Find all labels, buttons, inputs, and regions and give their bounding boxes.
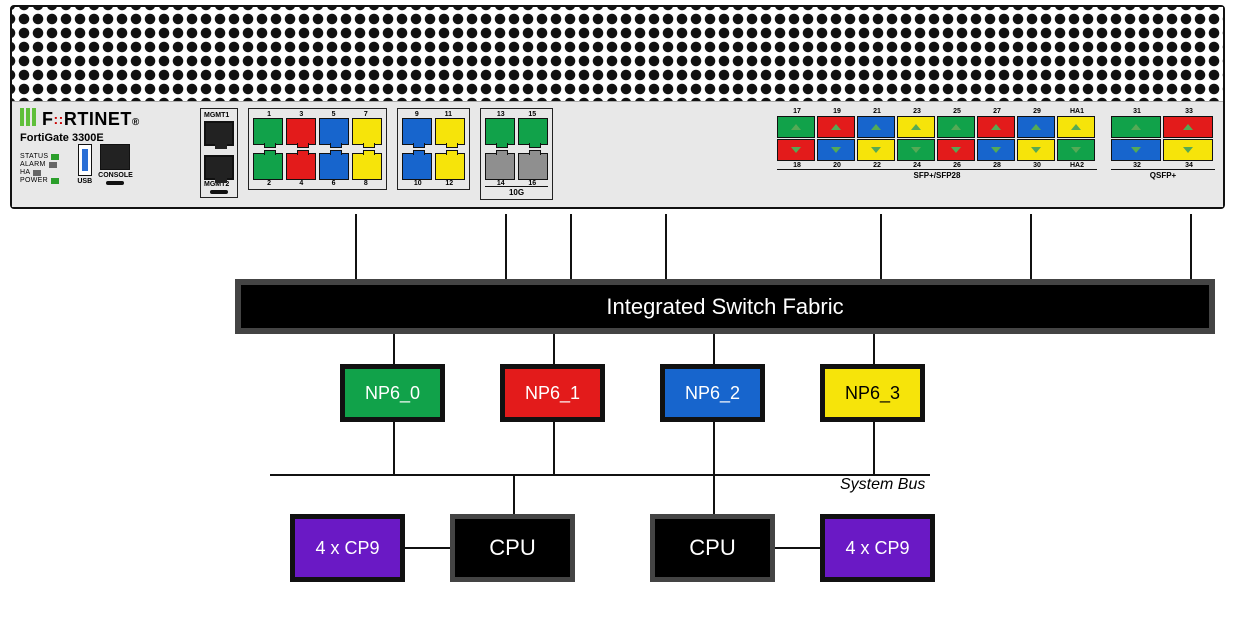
cp9-box: 4 x CP9 <box>290 514 405 582</box>
architecture-diagram: Integrated Switch Fabric NP6_0 NP6_1 NP6_2… <box>10 214 1225 614</box>
mgmt-ports: MGMT1 MGMT2 <box>200 108 238 198</box>
console-port: CONSOLE <box>98 144 133 185</box>
status-leds: STATUSALARMHAPOWER <box>20 153 59 185</box>
np-box: NP6_3 <box>820 364 925 422</box>
cpu-box: CPU <box>650 514 775 582</box>
isf-box: Integrated Switch Fabric <box>235 279 1215 334</box>
brand-text: F::RTINET® <box>42 109 140 130</box>
rj45-port-groups: 1357246891110121315141610G <box>248 108 553 201</box>
model-label: FortiGate 3300E <box>20 132 190 144</box>
system-bus <box>270 474 930 476</box>
np-box: NP6_0 <box>340 364 445 422</box>
front-panel: F::RTINET® FortiGate 3300E STATUSALARMHA… <box>12 102 1223 207</box>
device-chassis: F::RTINET® FortiGate 3300E STATUSALARMHA… <box>10 5 1225 209</box>
ventilation-grille <box>12 7 1223 102</box>
usb-port: USB <box>77 144 92 185</box>
cpu-box: CPU <box>450 514 575 582</box>
cp9-box: 4 x CP9 <box>820 514 935 582</box>
logo-area: F::RTINET® FortiGate 3300E STATUSALARMHA… <box>20 108 190 201</box>
sfp-port-groups: 17192123252729HA118202224262830HA2SFP+/S… <box>777 108 1215 201</box>
np-box: NP6_2 <box>660 364 765 422</box>
system-bus-label: System Bus <box>840 476 925 494</box>
np-box: NP6_1 <box>500 364 605 422</box>
